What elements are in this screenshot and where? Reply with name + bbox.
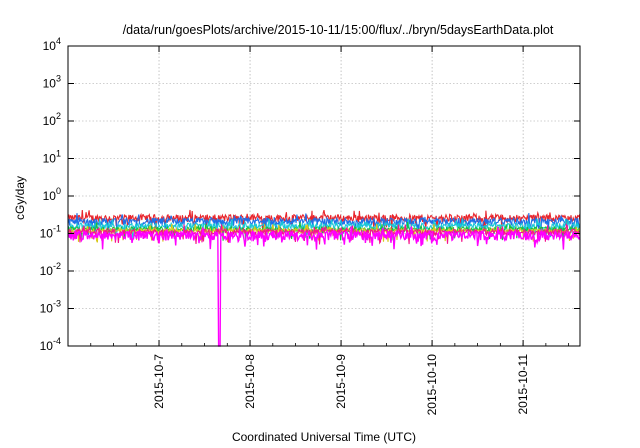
y-tick-exponent: 2 [56,111,61,121]
series-line [67,226,581,347]
y-tick-exponent: 3 [56,74,61,84]
x-tick-label: 2015-10-10 [425,354,439,416]
x-tick-label: 2015-10-8 [243,354,257,409]
x-tick-label: 2015-10-11 [516,354,530,415]
y-tick-exponent: -4 [53,336,61,346]
x-tick-labels: 2015-10-7 2015-10-8 2015-10-9 2015-10-10 201… [67,46,570,416]
y-axis-label: cGy/day [13,176,27,220]
y-tick-label: 10-1 [40,224,61,241]
y-tick-exponent: 4 [56,36,61,46]
y-tick-label: 10-2 [40,261,61,278]
y-tick-label: 104 [43,36,61,53]
x-tick-label: 2015-10-7 [152,354,166,409]
y-tick-label: 100 [43,186,61,203]
y-tick-exponent: -3 [53,299,61,309]
y-tick-label: 101 [43,149,61,166]
y-tick-label: 103 [43,74,61,91]
grid [68,46,580,346]
y-tick-exponent: -1 [53,224,61,234]
series-line [67,223,581,245]
chart-title: /data/run/goesPlots/archive/2015-10-11/1… [123,23,554,37]
y-tick-label: 102 [43,111,61,128]
y-tick-exponent: -2 [53,261,61,271]
y-tick-label: 10-3 [40,299,61,316]
x-tick-label: 2015-10-9 [334,354,348,409]
x-axis-label: Coordinated Universal Time (UTC) [232,430,416,444]
y-tick-exponent: 1 [56,149,61,159]
y-tick-exponent: 0 [56,186,61,196]
y-tick-label: 10-4 [40,336,61,353]
series-group [67,209,581,347]
